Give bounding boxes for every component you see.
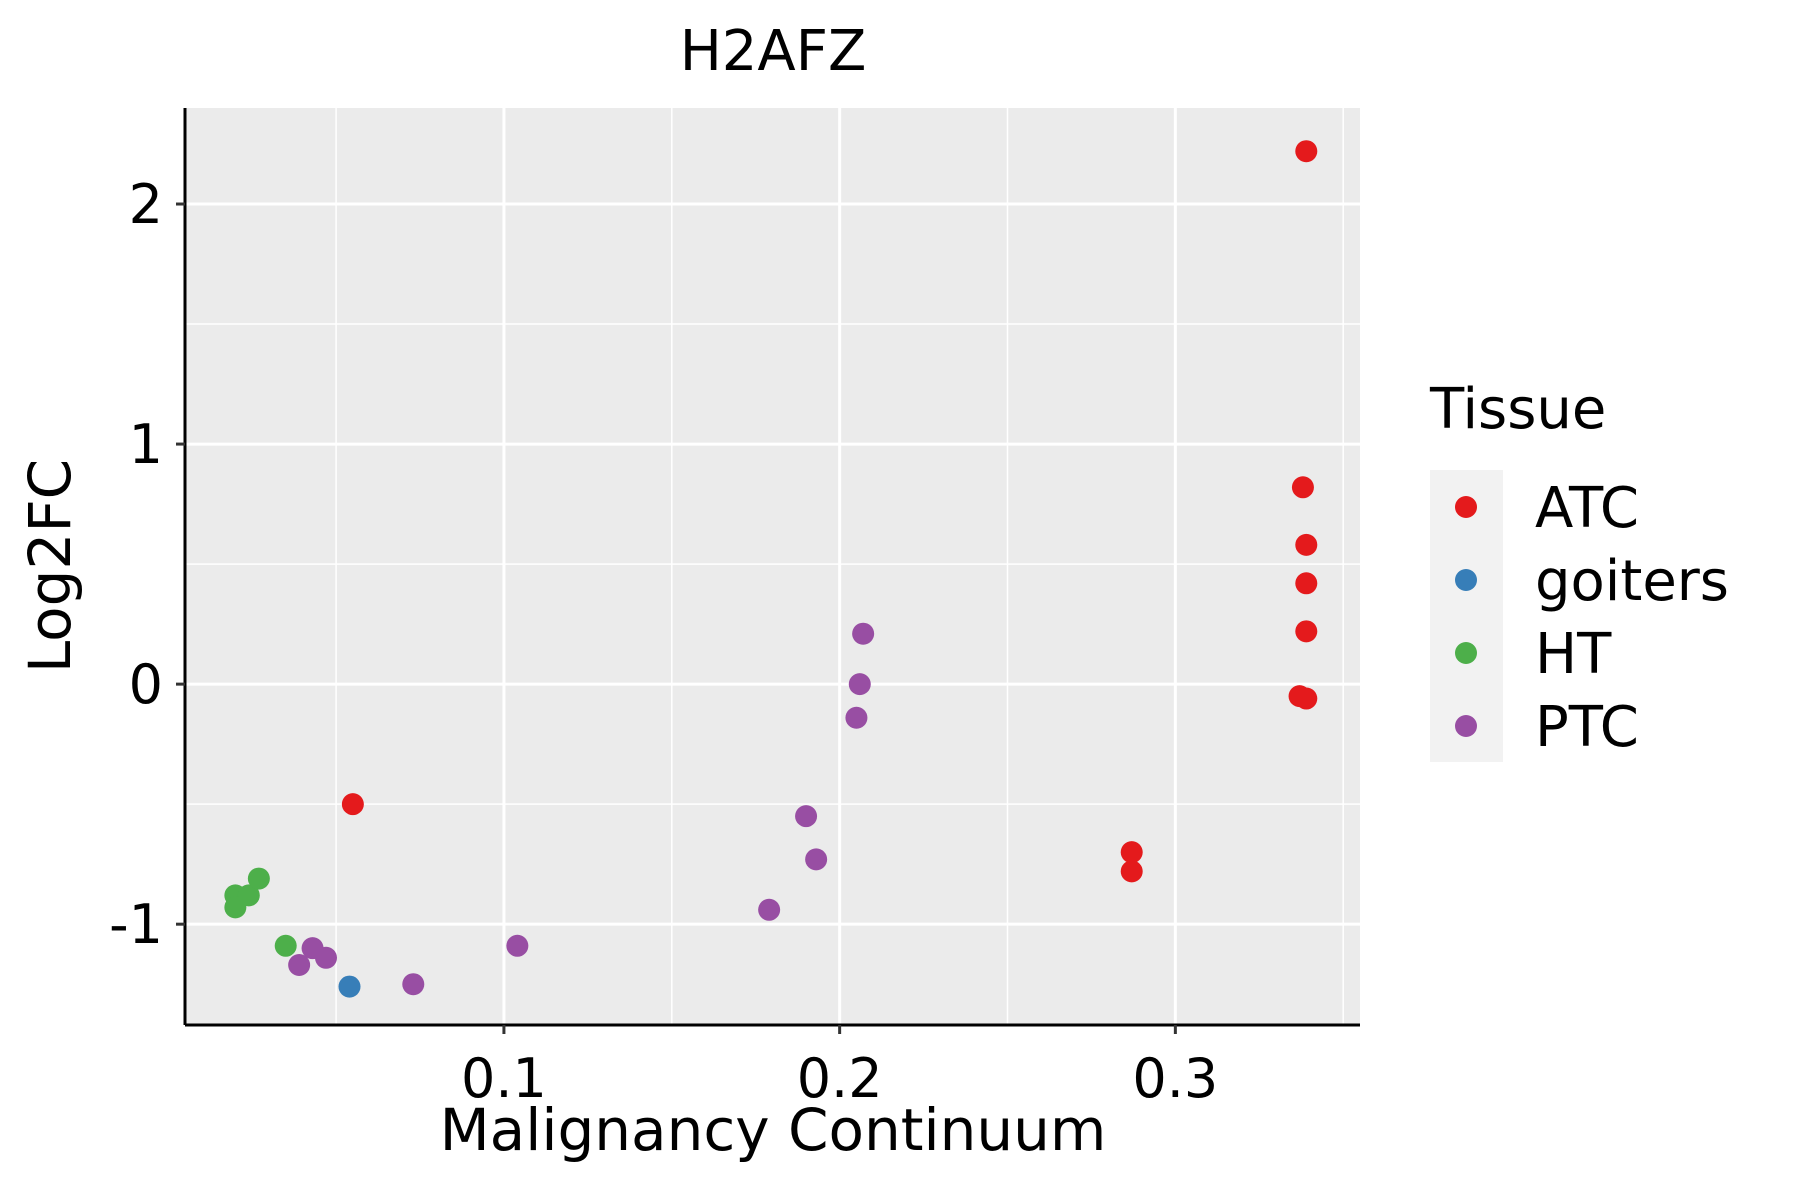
legend-key-goiters	[1455, 569, 1477, 591]
data-point-goiters	[338, 975, 361, 998]
legend-label-HT: HT	[1535, 622, 1612, 687]
data-point-PTC	[795, 805, 818, 828]
data-point-PTC	[315, 946, 337, 969]
x-tick-label: 0.3	[1132, 1047, 1218, 1110]
data-point-PTC	[402, 973, 425, 996]
data-points	[224, 140, 1318, 998]
data-point-PTC	[506, 934, 529, 957]
data-point-PTC	[852, 622, 875, 645]
plot-panel	[185, 108, 1360, 1025]
legend-label-ATC: ATC	[1535, 476, 1639, 541]
data-point-ATC	[1295, 140, 1318, 163]
x-axis-ticks: 0.1 0.2 0.3	[461, 1025, 1218, 1110]
data-point-ATC	[341, 793, 364, 816]
data-point-PTC	[805, 848, 828, 871]
data-point-ATC	[1295, 687, 1318, 710]
legend-title: Tissue	[1429, 377, 1606, 442]
legend-label-goiters: goiters	[1535, 549, 1729, 614]
y-axis-title: Log2FC	[16, 459, 84, 673]
y-axis-ticks: -1 0 1 2	[109, 173, 185, 956]
legend: Tissue ATC goiters HT PTC	[1429, 377, 1729, 762]
data-point-ATC	[1295, 533, 1318, 556]
data-point-HT	[274, 934, 297, 957]
legend-label-PTC: PTC	[1535, 695, 1639, 760]
data-point-HT	[224, 896, 247, 919]
y-tick-label: 2	[129, 173, 163, 236]
legend-key-PTC	[1455, 715, 1477, 737]
data-point-ATC	[1120, 860, 1143, 883]
y-tick-label: 1	[129, 413, 163, 476]
data-point-ATC	[1295, 572, 1318, 595]
data-point-ATC	[1295, 620, 1318, 643]
legend-key-background	[1430, 470, 1503, 762]
data-point-PTC	[288, 953, 311, 976]
y-tick-label: -1	[109, 893, 163, 956]
x-axis-title: Malignancy Continuum	[440, 1096, 1107, 1164]
legend-key-ATC	[1455, 496, 1477, 518]
data-point-PTC	[845, 706, 868, 729]
x-tick-label: 0.2	[797, 1047, 883, 1110]
grid-major	[185, 108, 1360, 1025]
data-point-PTC	[758, 898, 781, 921]
grid-minor	[185, 108, 1360, 1025]
x-tick-label: 0.1	[461, 1047, 547, 1110]
legend-key-HT	[1455, 642, 1477, 664]
y-tick-label: 0	[129, 653, 163, 716]
data-point-HT	[247, 867, 270, 890]
data-point-ATC	[1291, 476, 1314, 499]
chart-title: H2AFZ	[680, 19, 867, 84]
data-point-PTC	[848, 673, 871, 696]
data-point-ATC	[1120, 841, 1143, 864]
